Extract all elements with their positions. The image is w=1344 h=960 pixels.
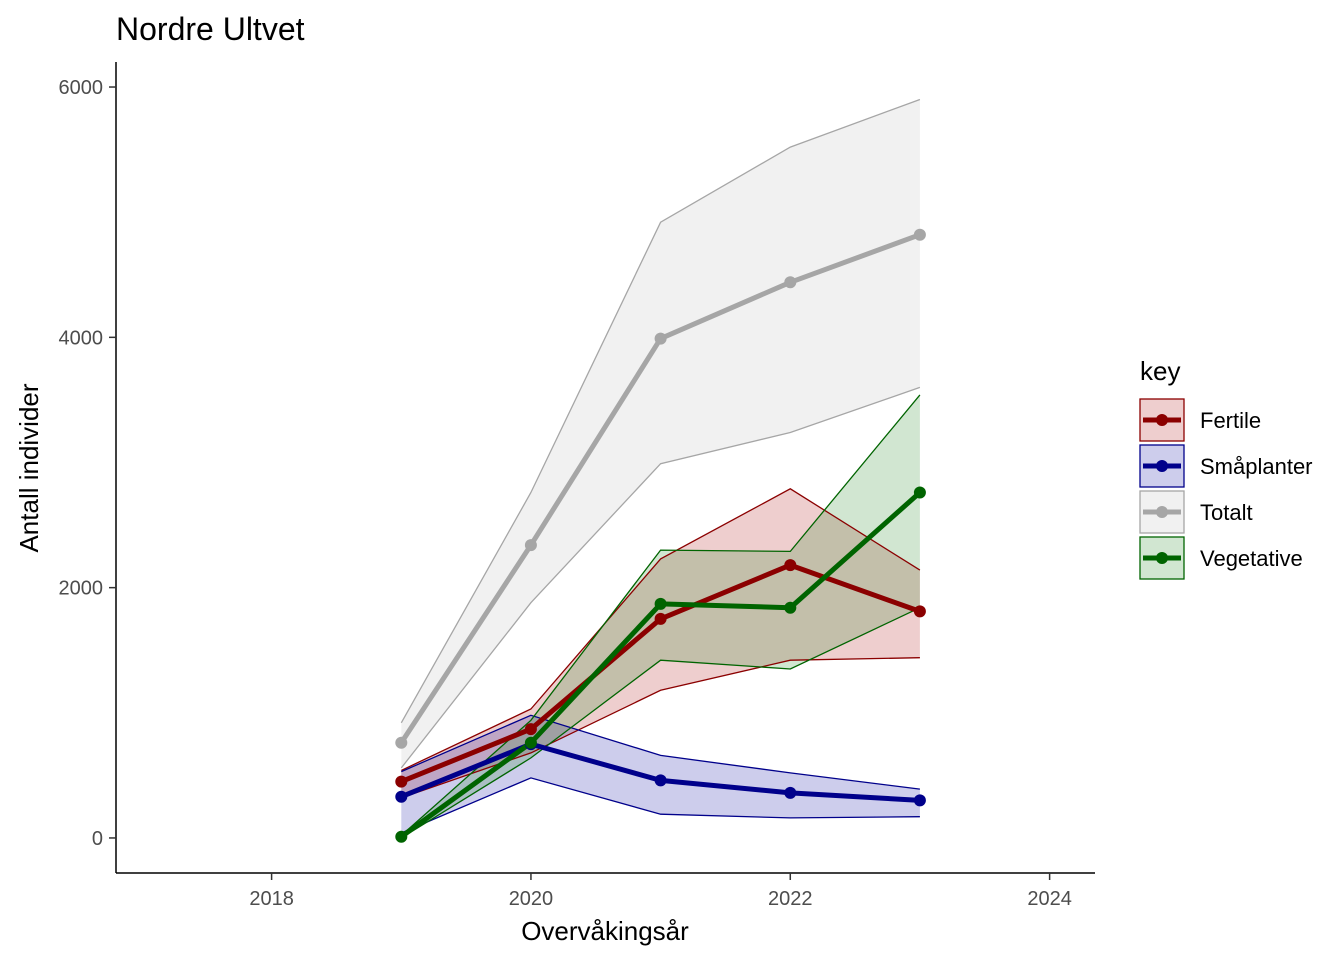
data-point-totalt-2023	[913, 228, 926, 241]
ribbons	[401, 99, 920, 838]
ribbon-lower-totalt	[400, 386, 921, 769]
x-tick-label: 2024	[1027, 888, 1072, 910]
ribbon-upper-totalt	[400, 98, 921, 724]
data-point-vegetative-2023	[913, 486, 926, 499]
legend-key-point	[1156, 460, 1168, 472]
ribbon-lower-vegetative	[400, 607, 921, 839]
legend-item-vegetative: Vegetative	[1139, 536, 1303, 580]
legend-label: Vegetative	[1200, 546, 1303, 571]
data-point-fertile-2020	[524, 723, 537, 736]
data-point-smaplanter-2023	[913, 794, 926, 807]
series-points	[395, 228, 926, 843]
axes-layer	[115, 62, 1095, 874]
ribbon-lower-smaplanter	[401, 777, 920, 834]
data-point-vegetative-2021	[654, 597, 667, 610]
x-axis-title: Overvåkingsår	[521, 916, 689, 946]
ticks-layer: 2018 2020 2022 2024 0 2000 4000 6000	[59, 77, 1072, 910]
data-point-totalt-2020	[524, 539, 537, 552]
legend-label: Småplanter	[1200, 454, 1313, 479]
data-point-fertile-2021	[654, 612, 667, 625]
x-tick-label: 2020	[509, 888, 554, 910]
ribbon-totalt	[401, 99, 920, 768]
x-tick-label: 2018	[249, 888, 294, 910]
ribbon-upper-fertile	[401, 488, 921, 771]
legend-key-point	[1156, 506, 1168, 518]
data-point-vegetative-2020	[524, 736, 537, 749]
y-axis-title: Antall individer	[14, 383, 44, 552]
y-tick-label: 6000	[59, 77, 104, 99]
data-point-fertile-2023	[913, 605, 926, 618]
ribbon-lower-fertile	[401, 657, 920, 799]
legend-title: key	[1140, 356, 1180, 386]
data-point-fertile-2022	[784, 559, 797, 572]
legend: key Fertile Småplanter Totalt Vegetative	[1139, 356, 1313, 580]
legend-label: Totalt	[1200, 500, 1253, 525]
ribbon-bounds	[400, 98, 921, 839]
legend-label: Fertile	[1200, 408, 1261, 433]
chart-title: Nordre Ultvet	[116, 11, 305, 47]
legend-key-point	[1156, 414, 1168, 426]
x-tick-label: 2022	[768, 888, 813, 910]
ribbon-upper-vegetative	[400, 394, 921, 836]
data-point-totalt-2021	[654, 332, 667, 345]
data-point-smaplanter-2019	[395, 790, 408, 803]
y-tick-label: 0	[92, 828, 103, 850]
ribbon-upper-smaplanter	[401, 714, 920, 790]
data-point-smaplanter-2022	[784, 786, 797, 799]
y-tick-label: 4000	[59, 327, 104, 349]
legend-item-smaplanter: Småplanter	[1139, 444, 1313, 488]
data-point-totalt-2019	[395, 736, 408, 749]
legend-item-totalt: Totalt	[1139, 490, 1253, 534]
series-layer	[395, 98, 926, 843]
legend-key-point	[1156, 552, 1168, 564]
data-point-totalt-2022	[784, 276, 797, 289]
legend-item-fertile: Fertile	[1139, 398, 1261, 442]
data-point-fertile-2019	[395, 775, 408, 788]
data-point-vegetative-2022	[784, 601, 797, 614]
data-point-smaplanter-2021	[654, 774, 667, 787]
data-point-vegetative-2019	[395, 830, 408, 843]
y-tick-label: 2000	[59, 578, 104, 600]
